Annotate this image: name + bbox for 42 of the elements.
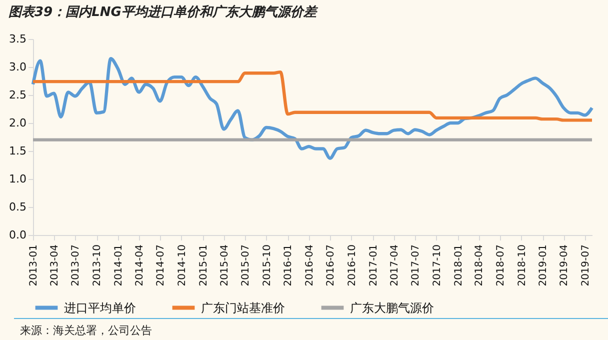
source-note: 来源：海关总署，公司公告 (14, 318, 608, 340)
chart-title: 图表39：国内LNG平均进口单价和广东大鹏气源价差 (8, 4, 318, 20)
x-tick-label: 2017-01 (368, 244, 380, 286)
legend-label: 广东大鹏气源价 (350, 300, 434, 315)
legend-label: 广东门站基准价 (201, 300, 285, 315)
x-tick-label: 2018-04 (474, 244, 486, 286)
y-tick-label: 1.0 (9, 172, 26, 186)
x-tick-label: 2013-04 (49, 244, 60, 286)
x-tick-label: 2014-10 (176, 244, 188, 286)
y-tick-label: 3.0 (9, 60, 26, 74)
y-tick-label: 0.0 (9, 228, 26, 242)
line-series (31, 70, 594, 122)
x-tick-label: 2015-07 (240, 244, 252, 286)
x-tick-label: 2017-10 (432, 244, 443, 286)
x-tick-label: 2016-04 (304, 244, 316, 286)
x-tick-label: 2019-07 (580, 244, 592, 286)
x-tick-label: 2015-04 (219, 244, 230, 286)
x-tick-label: 2019-04 (559, 244, 570, 286)
x-tick-label: 2016-01 (283, 244, 294, 286)
legend-label: 进口平均单价 (64, 300, 136, 315)
x-tick-label: 2015-01 (198, 244, 210, 286)
y-tick-label: 2.0 (9, 116, 26, 130)
x-tick-label: 2013-10 (92, 244, 104, 286)
line-series (31, 57, 594, 160)
x-tick-label: 2014-04 (134, 244, 146, 286)
x-tick-label: 2018-07 (495, 244, 506, 286)
x-tick-label: 2015-10 (262, 244, 273, 286)
x-tick-label: 2014-07 (156, 244, 167, 286)
x-tick-label: 2019-01 (538, 244, 550, 286)
x-tick-label: 2016-07 (326, 244, 337, 286)
x-tick-label: 2017-07 (410, 244, 422, 286)
y-tick-label: 0.5 (9, 200, 26, 214)
x-tick-label: 2013-07 (70, 244, 82, 286)
y-tick-label: 3.5 (9, 32, 26, 46)
x-tick-label: 2016-10 (346, 244, 358, 286)
y-tick-label: 1.5 (9, 144, 26, 158)
x-tick-label: 2013-01 (28, 244, 40, 286)
x-tick-label: 2017-04 (389, 244, 400, 286)
x-tick-label: 2018-01 (453, 244, 464, 286)
x-tick-label: 2014-01 (113, 244, 124, 286)
y-tick-label: 2.5 (9, 88, 26, 102)
x-tick-label: 2018-10 (516, 244, 528, 286)
